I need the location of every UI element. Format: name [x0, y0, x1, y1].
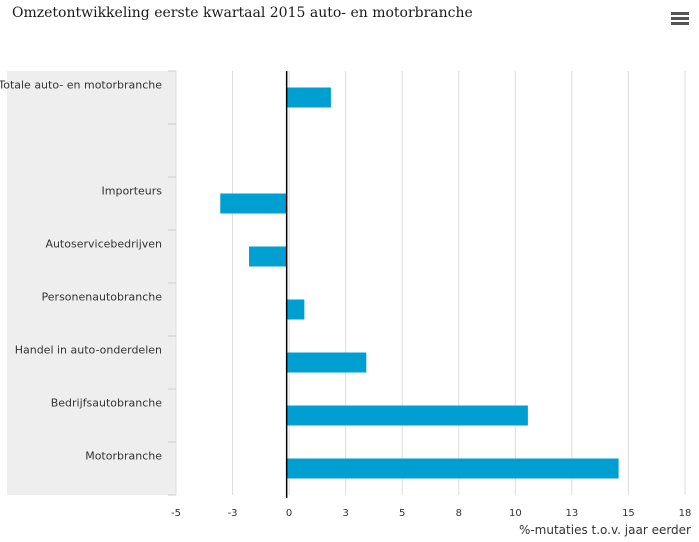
x-tick-label: 10 [509, 508, 522, 519]
bar[interactable] [220, 193, 287, 214]
x-tick-label: 13 [566, 508, 579, 519]
category-label: Autoservicebedrijven [45, 238, 162, 251]
x-tick-label: 18 [679, 508, 692, 519]
x-axis-title: %-mutaties t.o.v. jaar eerder [519, 523, 691, 537]
bar[interactable] [286, 299, 305, 320]
bar[interactable] [249, 246, 287, 267]
x-tick-label: -5 [171, 508, 181, 519]
category-label: Motorbranche [85, 450, 162, 463]
x-tick-label: 15 [622, 508, 635, 519]
x-tick-label: 8 [456, 508, 462, 519]
x-tick-label: 5 [399, 508, 405, 519]
category-label: Handel in auto-onderdelen [15, 344, 162, 357]
category-axis-band [7, 71, 176, 495]
chart-title: Omzetontwikkeling eerste kwartaal 2015 a… [12, 5, 473, 21]
category-label: Bedrijfsautobranche [51, 397, 163, 410]
category-label: Totale auto- en motorbranche [0, 79, 162, 92]
x-tick-label: 3 [342, 508, 348, 519]
x-tick-label: -3 [228, 508, 238, 519]
category-label: Personenautobranche [42, 291, 163, 304]
hamburger-menu-icon[interactable] [671, 12, 689, 26]
bar[interactable] [286, 458, 619, 479]
category-label: Importeurs [102, 185, 163, 198]
bar[interactable] [286, 87, 331, 108]
x-tick-label: 0 [286, 508, 292, 519]
bar[interactable] [286, 352, 367, 373]
bar[interactable] [286, 405, 528, 426]
